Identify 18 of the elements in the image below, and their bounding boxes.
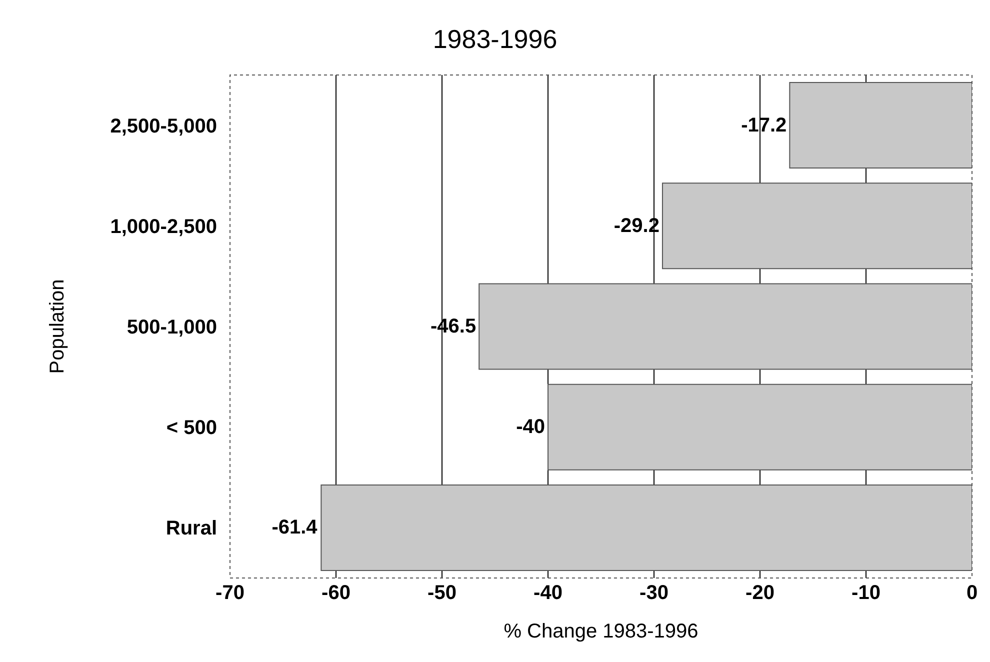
y-axis-title: Population <box>46 279 69 374</box>
x-tick-label: -10 <box>852 582 880 604</box>
y-tick-label: 2,500-5,000 <box>110 115 217 138</box>
x-tick-label: -30 <box>640 582 668 604</box>
y-tick-label: Rural <box>166 518 217 540</box>
x-tick-label: -60 <box>322 582 350 604</box>
x-tick-label: -50 <box>428 582 456 604</box>
x-tick-label: 0 <box>966 582 978 604</box>
y-tick-label: < 500 <box>166 417 217 440</box>
x-tick-label: -40 <box>534 582 562 604</box>
x-tick-label: -70 <box>216 582 244 604</box>
y-tick-label: 1,000-2,500 <box>110 216 217 238</box>
chart-title: 1983-1996 <box>432 24 558 54</box>
x-axis-title: % Change 1983-1996 <box>504 620 698 642</box>
y-tick-label: 500-1,000 <box>126 316 217 338</box>
x-tick-label: -20 <box>746 582 774 604</box>
data-label: -61.4 <box>272 516 318 539</box>
data-label: -40 <box>516 416 545 438</box>
